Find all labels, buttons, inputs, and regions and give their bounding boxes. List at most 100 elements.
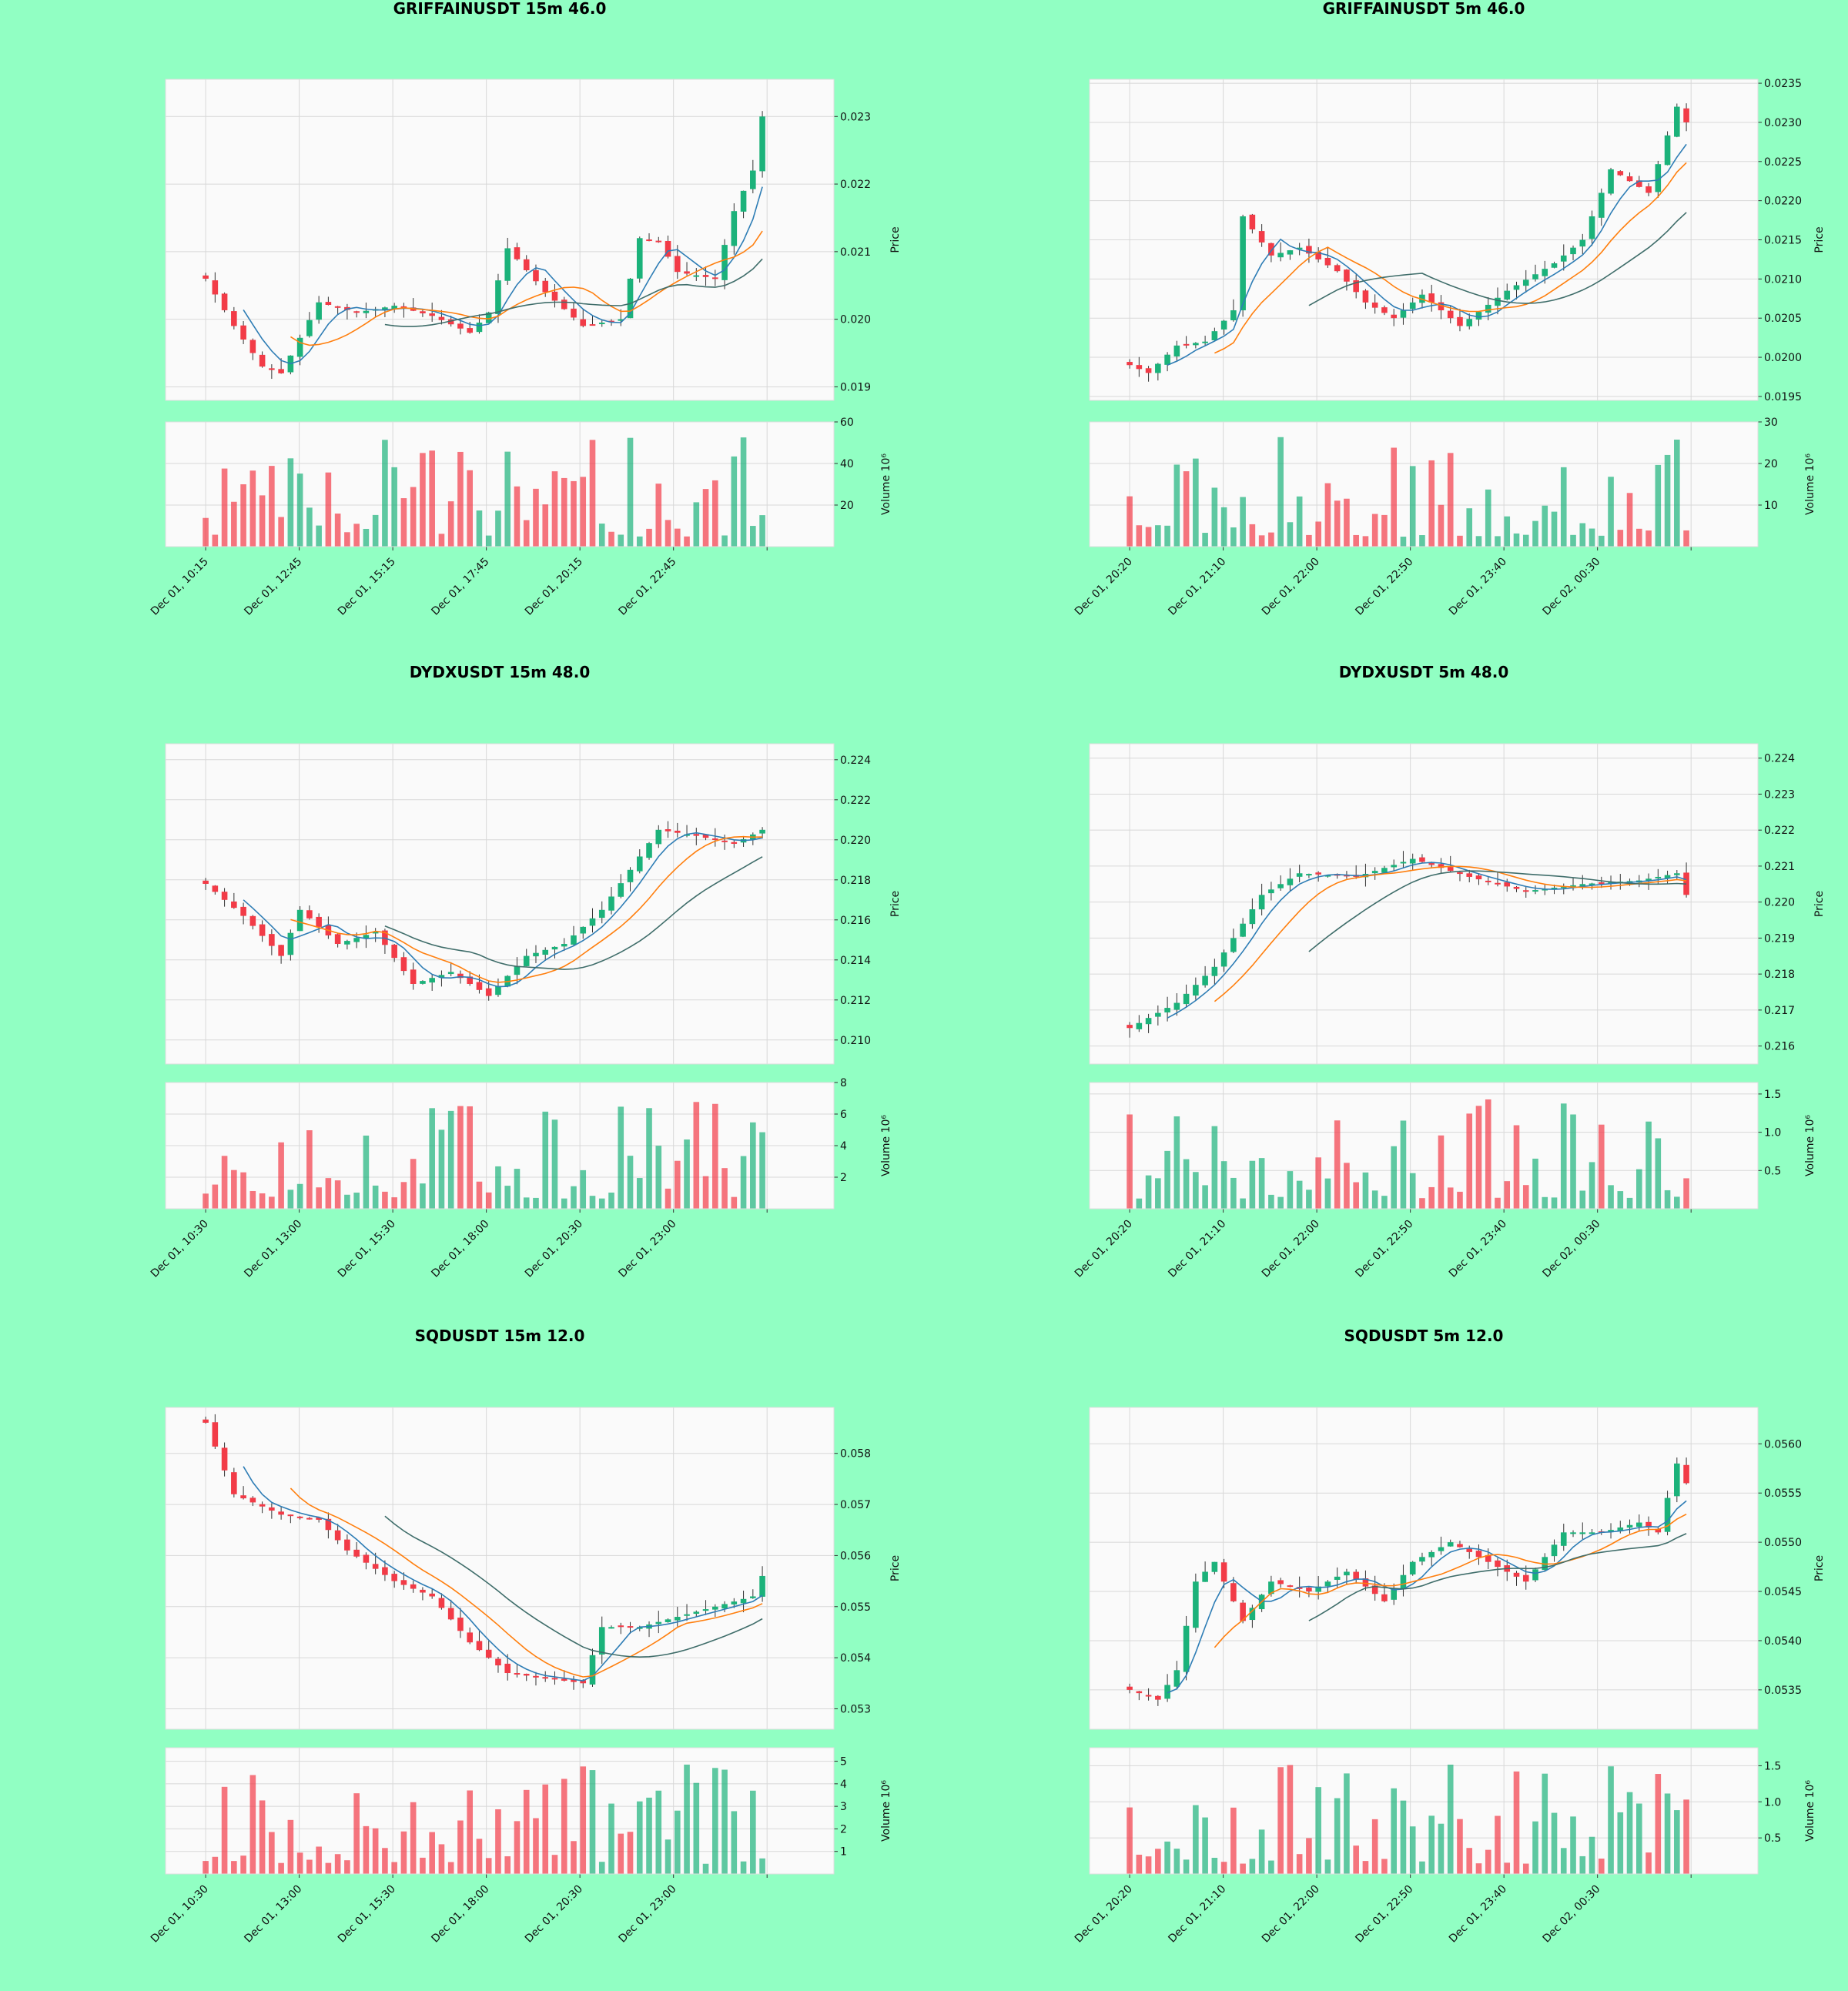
volume-bar — [1683, 1178, 1689, 1209]
volume-bar — [1617, 530, 1624, 547]
volume-bar — [1542, 1773, 1548, 1874]
candle-body — [1664, 1497, 1671, 1532]
price-axis-label: Price — [1813, 891, 1826, 917]
y-tick-label: 0.0215 — [1764, 235, 1802, 247]
volume-bar — [1579, 1855, 1586, 1874]
volume-bar — [231, 501, 237, 547]
candle-body — [608, 320, 614, 323]
candle-body — [1315, 872, 1321, 875]
volume-bar — [1570, 1114, 1576, 1209]
price-axis-label: Price — [889, 226, 902, 253]
volume-bar — [1466, 1848, 1473, 1874]
x-tick-label: Dec 01, 15:30 — [336, 1883, 398, 1946]
volume-bar — [1485, 1849, 1491, 1874]
candle-body — [1296, 1587, 1303, 1589]
volume-bar — [1532, 1821, 1538, 1874]
volume-bar — [674, 1810, 681, 1874]
volume-bar — [598, 1198, 605, 1209]
volume-bar — [1324, 483, 1331, 547]
volume-bar — [363, 528, 370, 547]
chart-title: GRIFFAINUSDT 15m 46.0 — [393, 0, 607, 18]
volume-bar — [1164, 525, 1170, 547]
candle-body — [334, 934, 341, 944]
x-tick-label: Dec 02, 00:30 — [1540, 1218, 1602, 1280]
candle-body — [1306, 246, 1312, 254]
candle-body — [580, 319, 587, 326]
candle-body — [1447, 310, 1454, 319]
candle-body — [608, 1627, 614, 1629]
candle-body — [231, 1472, 237, 1494]
volume-bar — [1457, 535, 1463, 547]
volume-bar — [1324, 1178, 1331, 1209]
volume-bar — [429, 1108, 435, 1209]
candle-body — [467, 1632, 473, 1643]
volume-tick-label: 20 — [1764, 458, 1778, 470]
y-tick-label: 0.057 — [840, 1499, 871, 1511]
candle-body — [1419, 857, 1425, 862]
candle-body — [514, 965, 521, 975]
candle-body — [457, 973, 464, 979]
volume-bar — [1598, 535, 1605, 547]
chart-title: GRIFFAINUSDT 5m 46.0 — [1323, 0, 1525, 18]
candle-body — [1211, 331, 1218, 340]
candle-body — [655, 829, 662, 845]
volume-bar — [1617, 1812, 1624, 1874]
candle-body — [1353, 280, 1359, 293]
candle-body — [571, 935, 577, 945]
volume-bar — [523, 1789, 530, 1874]
volume-bar — [514, 1821, 521, 1874]
volume-bar — [712, 1103, 718, 1209]
candle-body — [1183, 993, 1190, 1005]
candle-body — [1164, 1008, 1170, 1013]
volume-bar — [1155, 525, 1161, 547]
volume-bar — [608, 1192, 614, 1209]
candle-body — [363, 310, 370, 313]
volume-tick-label: 1.0 — [1764, 1127, 1781, 1139]
candle-body — [674, 1617, 681, 1621]
volume-bar — [1173, 1849, 1180, 1874]
x-tick-label: Dec 01, 10:30 — [149, 1883, 211, 1946]
moving-average-line — [1167, 143, 1687, 366]
candle-body — [684, 1614, 690, 1616]
volume-bar — [1513, 1125, 1520, 1209]
candle-body — [287, 1514, 294, 1517]
volume-bar — [400, 1831, 407, 1874]
volume-bar — [306, 1130, 313, 1209]
volume-bar — [447, 501, 454, 547]
candle-body — [1173, 345, 1180, 356]
volume-bar — [278, 517, 284, 547]
volume-bar — [759, 1858, 765, 1874]
candle-body — [1560, 255, 1567, 262]
candle-body — [1315, 1586, 1321, 1592]
candle-body — [287, 932, 294, 955]
volume-bar — [1400, 537, 1407, 547]
candle-body — [447, 319, 454, 325]
volume-bar — [447, 1862, 454, 1874]
volume-bar — [504, 451, 511, 547]
volume-bar — [203, 1861, 209, 1874]
volume-bar — [1655, 1138, 1662, 1209]
volume-bar — [269, 466, 275, 547]
moving-average-line — [1308, 870, 1687, 952]
candle-body — [1570, 1532, 1576, 1534]
candle-body — [278, 369, 284, 373]
volume-bar — [1193, 458, 1199, 547]
candle-body — [1551, 263, 1558, 268]
volume-bar — [1636, 1803, 1642, 1874]
candle-body — [1522, 1574, 1529, 1582]
candle-body — [382, 1567, 388, 1575]
volume-bar — [485, 535, 492, 547]
volume-bar — [1645, 1852, 1652, 1874]
volume-bar — [1127, 1114, 1133, 1209]
volume-bar — [240, 1855, 246, 1874]
candle-body — [1485, 304, 1491, 313]
volume-bar — [1230, 527, 1237, 547]
candle-body — [1344, 269, 1350, 282]
volume-bar — [1277, 1767, 1284, 1874]
volume-bar — [1475, 536, 1482, 547]
volume-bar — [1362, 1172, 1369, 1209]
price-panel-frame — [1089, 1407, 1759, 1730]
volume-bar — [1522, 534, 1529, 547]
volume-bar — [334, 514, 341, 547]
